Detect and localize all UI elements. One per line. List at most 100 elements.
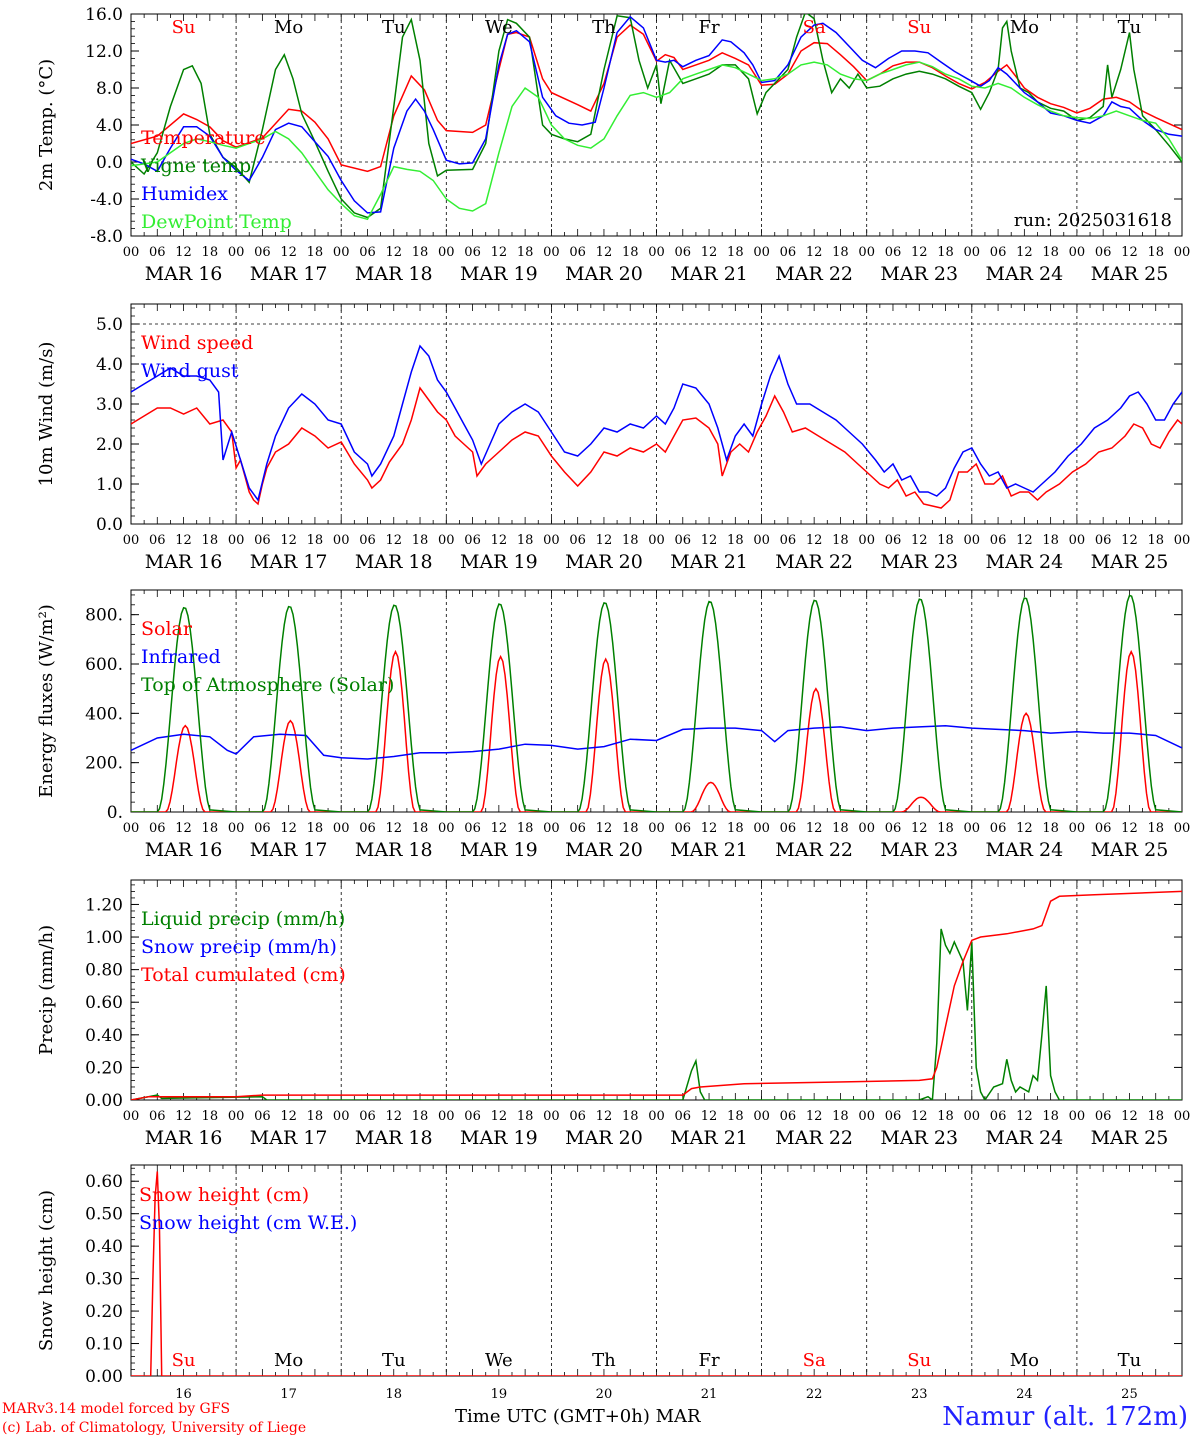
date-label: MAR 16	[145, 551, 223, 573]
y-tick-label: 5.0	[96, 315, 123, 335]
date-label: MAR 20	[565, 1127, 643, 1149]
panel-4: 0.00 0.20 0.40 0.60 0.80 1.00 1.20 Precip (mm/h…	[36, 879, 1190, 1149]
y-tick-label: 0.0	[96, 515, 123, 535]
hour-tick-label: 06	[1095, 533, 1112, 548]
day-number-label: 16	[175, 1387, 192, 1402]
hour-tick-label: 06	[885, 1109, 902, 1124]
panel-5: 0.00 0.10 0.20 0.30 0.40 0.50 0.60 Snow height …	[36, 1164, 1183, 1402]
y-tick-label: 400.	[85, 704, 123, 724]
hour-tick-label: 06	[675, 821, 692, 836]
hour-tick-label: 18	[412, 1109, 429, 1124]
hour-tick-label: 18	[622, 533, 639, 548]
hour-tick-label: 12	[385, 245, 402, 260]
day-of-week-label: Th	[592, 17, 616, 38]
y-tick-label: 600.	[85, 655, 123, 675]
date-label: MAR 24	[985, 263, 1063, 285]
y-tick-label: 0.60	[85, 993, 123, 1013]
hour-tick-label: 12	[596, 1109, 613, 1124]
legend-item: Liquid precip (mm/h)	[141, 908, 345, 930]
hour-tick-label: 00	[753, 245, 770, 260]
hour-tick-label: 12	[701, 1109, 718, 1124]
hour-tick-label: 12	[175, 245, 192, 260]
hour-tick-label: 18	[1042, 533, 1059, 548]
hour-tick-label: 18	[622, 821, 639, 836]
day-number-label: 19	[491, 1387, 508, 1402]
date-label: MAR 21	[670, 1127, 748, 1149]
hour-tick-label: 18	[412, 821, 429, 836]
hour-tick-label: 18	[832, 1109, 849, 1124]
date-label: MAR 25	[1091, 1127, 1169, 1149]
hour-tick-label: 00	[1069, 821, 1086, 836]
hour-tick-label: 18	[832, 245, 849, 260]
series-line-solar	[131, 649, 1182, 812]
hour-tick-label: 00	[333, 533, 350, 548]
date-label: MAR 19	[460, 551, 538, 573]
hour-tick-label: 18	[1147, 821, 1164, 836]
hour-tick-label: 12	[175, 821, 192, 836]
legend-item: Temperature	[141, 127, 265, 149]
hour-tick-label: 18	[307, 245, 324, 260]
day-of-week-label: Su	[907, 1350, 931, 1371]
hour-tick-label: 18	[1147, 1109, 1164, 1124]
hour-tick-label: 00	[648, 821, 665, 836]
station-name: Namur (alt. 172m)	[942, 1402, 1188, 1432]
y-axis-title: Snow height (cm)	[36, 1190, 57, 1351]
y-tick-label: 0.	[107, 803, 123, 823]
hour-tick-label: 00	[543, 245, 560, 260]
date-label: MAR 19	[460, 263, 538, 285]
date-label: MAR 24	[985, 1127, 1063, 1149]
hour-tick-label: 00	[964, 533, 981, 548]
hour-tick-label: 18	[517, 245, 534, 260]
hour-tick-label: 12	[1121, 1109, 1138, 1124]
day-of-week-label: Fr	[699, 17, 720, 38]
day-number-label: 20	[596, 1387, 613, 1402]
hour-tick-label: 06	[254, 245, 271, 260]
hour-tick-label: 12	[280, 1109, 297, 1124]
hour-tick-label: 06	[569, 533, 586, 548]
date-label: MAR 20	[565, 551, 643, 573]
hour-tick-label: 00	[964, 245, 981, 260]
day-of-week-label: Sa	[803, 1350, 826, 1371]
hour-tick-label: 00	[964, 1109, 981, 1124]
hour-tick-label: 00	[228, 533, 245, 548]
hour-tick-label: 12	[1121, 245, 1138, 260]
day-of-week-label: Th	[592, 1350, 616, 1371]
date-label: MAR 22	[775, 1127, 853, 1149]
series-line-liquid-precip-mm-h	[131, 928, 1182, 1100]
hour-tick-label: 12	[175, 533, 192, 548]
legend-item: Vigne temp	[140, 155, 251, 177]
y-tick-label: 0.00	[85, 1091, 123, 1111]
hour-tick-label: 06	[254, 1109, 271, 1124]
day-of-week-label: Tu	[382, 17, 406, 38]
hour-tick-label: 12	[491, 533, 508, 548]
series-line-humidex	[131, 15, 1182, 214]
legend-item: Wind speed	[141, 332, 253, 354]
hour-tick-label: 18	[517, 821, 534, 836]
hour-tick-label: 12	[280, 245, 297, 260]
hour-tick-label: 18	[202, 245, 219, 260]
hour-tick-label: 06	[359, 245, 376, 260]
date-label: MAR 21	[670, 839, 748, 861]
hour-tick-label: 12	[1016, 821, 1033, 836]
hour-tick-label: 18	[307, 1109, 324, 1124]
hour-tick-label: 18	[727, 245, 744, 260]
y-tick-label: 0.40	[85, 1237, 123, 1257]
hour-tick-label: 06	[569, 821, 586, 836]
hour-tick-label: 18	[727, 1109, 744, 1124]
y-tick-label: 8.0	[96, 79, 123, 99]
date-label: MAR 21	[670, 551, 748, 573]
hour-tick-label: 06	[149, 1109, 166, 1124]
hour-tick-label: 12	[911, 533, 928, 548]
day-of-week-label: Su	[907, 17, 931, 38]
hour-tick-label: 00	[858, 821, 875, 836]
series-line-wind-speed	[131, 386, 1182, 509]
day-number-label: 23	[911, 1387, 928, 1402]
date-label: MAR 16	[145, 1127, 223, 1149]
hour-tick-label: 06	[464, 1109, 481, 1124]
day-of-week-label: Su	[172, 1350, 196, 1371]
hour-tick-label: 18	[622, 245, 639, 260]
date-label: MAR 25	[1091, 839, 1169, 861]
hour-tick-label: 12	[701, 821, 718, 836]
date-label: MAR 17	[250, 1127, 328, 1149]
